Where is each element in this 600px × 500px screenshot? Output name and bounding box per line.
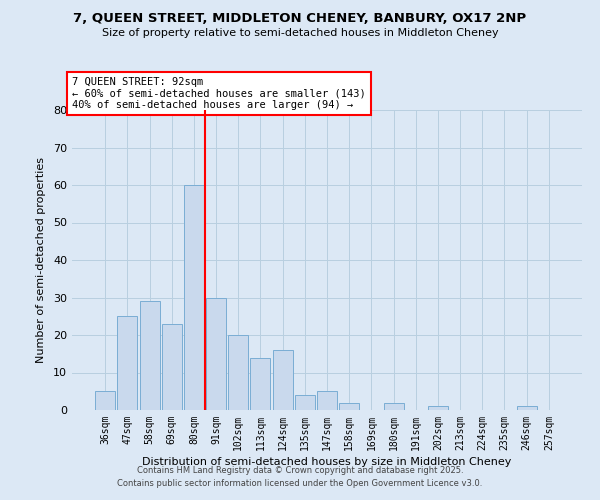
Bar: [295, 395, 315, 410]
Bar: [517, 406, 536, 410]
Bar: [162, 324, 182, 410]
Text: 7 QUEEN STREET: 92sqm
← 60% of semi-detached houses are smaller (143)
40% of sem: 7 QUEEN STREET: 92sqm ← 60% of semi-deta…: [72, 77, 366, 110]
Text: Size of property relative to semi-detached houses in Middleton Cheney: Size of property relative to semi-detach…: [101, 28, 499, 38]
Bar: [95, 391, 115, 410]
Y-axis label: Number of semi-detached properties: Number of semi-detached properties: [36, 157, 46, 363]
Bar: [339, 402, 359, 410]
Bar: [383, 402, 404, 410]
Bar: [250, 358, 271, 410]
Bar: [428, 406, 448, 410]
Bar: [184, 185, 204, 410]
Text: Contains HM Land Registry data © Crown copyright and database right 2025.
Contai: Contains HM Land Registry data © Crown c…: [118, 466, 482, 487]
X-axis label: Distribution of semi-detached houses by size in Middleton Cheney: Distribution of semi-detached houses by …: [142, 457, 512, 467]
Bar: [118, 316, 137, 410]
Bar: [228, 335, 248, 410]
Bar: [272, 350, 293, 410]
Text: 7, QUEEN STREET, MIDDLETON CHENEY, BANBURY, OX17 2NP: 7, QUEEN STREET, MIDDLETON CHENEY, BANBU…: [73, 12, 527, 26]
Bar: [317, 391, 337, 410]
Bar: [206, 298, 226, 410]
Bar: [140, 301, 160, 410]
